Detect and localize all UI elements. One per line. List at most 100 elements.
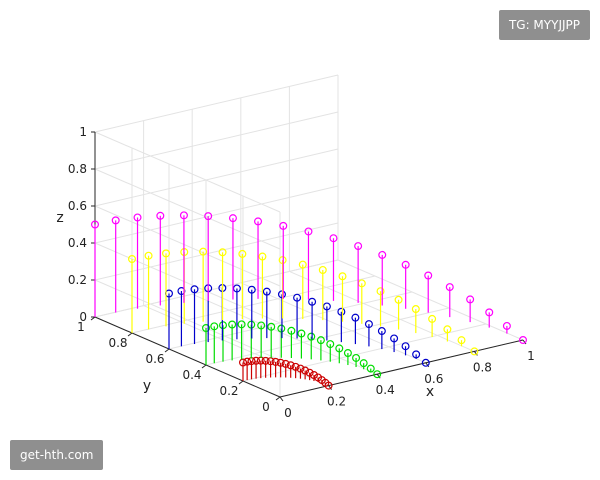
stem-marker (421, 358, 430, 367)
floor-grid-line-y (94, 259, 339, 318)
stem-marker (298, 260, 307, 269)
stem-marker (297, 329, 306, 338)
stem-marker (111, 216, 120, 225)
stem-marker (470, 347, 479, 356)
z-tick-label: 0.2 (68, 273, 87, 287)
stem-marker (254, 217, 263, 226)
x-tick-mark (522, 339, 527, 345)
stem-marker (228, 320, 237, 329)
stem-marker (293, 293, 302, 302)
stem-marker (443, 325, 452, 334)
stem-marker (308, 297, 317, 306)
stem-marker (128, 255, 137, 264)
grid-lines (90, 74, 527, 402)
x-tick-mark (425, 362, 430, 368)
stem-marker (424, 271, 433, 280)
stem-marker (457, 336, 466, 345)
y-tick-label: 1 (77, 320, 85, 334)
stem-marker (390, 334, 399, 343)
stem-marker (445, 283, 454, 292)
y-tick-label: 0 (262, 400, 270, 414)
stem-marker (279, 221, 288, 230)
stem-marker (281, 359, 290, 368)
y-tick-mark (127, 332, 133, 337)
x-tick-label: 0.2 (327, 395, 346, 409)
stem-marker (210, 322, 219, 331)
stem-marker (202, 324, 211, 333)
floor-grid-line-x (289, 270, 475, 352)
stem-marker (190, 285, 199, 294)
stem-marker (329, 234, 338, 243)
stem-marker (314, 373, 323, 382)
stem-marker (354, 242, 363, 251)
floor-grid-line-y (242, 323, 487, 382)
z-tick-label: 0.8 (68, 162, 87, 176)
stem-marker (278, 256, 287, 265)
floor-grid-line-x (337, 259, 524, 341)
stem-marker (318, 265, 327, 274)
x-tick-label: 0.8 (473, 360, 492, 374)
stem-marker (179, 211, 188, 220)
stem-marker (401, 260, 410, 269)
back-wall-grid-horizontal (94, 131, 281, 213)
x-tick-label: 0 (284, 406, 292, 420)
stem-marker (218, 248, 227, 257)
stem-marker (291, 362, 300, 371)
floor-grid-line-y (168, 291, 413, 350)
floor-grid-line-y (205, 307, 450, 366)
stem-marker (219, 321, 228, 330)
stem-marker (337, 307, 346, 316)
y-tick-label: 0.8 (108, 336, 127, 350)
y-tick-label: 0.4 (182, 368, 201, 382)
stem-marker (338, 272, 347, 281)
stem-marker (411, 305, 420, 314)
stem-marker (90, 220, 99, 229)
stem-marker (258, 252, 267, 261)
stem-marker (307, 332, 316, 341)
x-axis-label: x (426, 384, 434, 400)
stem-marker (304, 227, 313, 236)
y-tick-label: 0.2 (219, 384, 238, 398)
back-wall-grid-horizontal (94, 205, 281, 287)
stem-marker (518, 336, 527, 345)
side-wall-grid-horizontal (94, 148, 339, 207)
y-tick-mark (164, 348, 170, 353)
y-tick-mark (90, 316, 96, 321)
stem-marker (267, 322, 276, 331)
stem-marker (133, 213, 142, 222)
z-tick-label: 1 (79, 125, 87, 139)
stem-marker (305, 368, 314, 377)
stem-marker (271, 357, 280, 366)
stem-marker (401, 342, 410, 351)
stem-marker (359, 359, 368, 368)
stem-marker (252, 356, 261, 365)
watermark-top-right: TG: MYYJJPP (498, 10, 590, 40)
stem-marker (247, 285, 256, 294)
stem-series-3 (165, 284, 430, 367)
stem-marker (286, 361, 295, 370)
stem-series-5 (90, 211, 527, 345)
stem-marker (204, 212, 213, 221)
stem-marker (156, 211, 165, 220)
tick-labels: 0000.20.20.20.40.40.40.60.60.60.80.80.81… (68, 125, 535, 420)
stem-marker (243, 357, 252, 366)
back-wall-grid-horizontal (94, 168, 281, 250)
stem-marker (373, 370, 382, 379)
stem-marker (277, 324, 286, 333)
stem-marker (257, 321, 266, 330)
stem-marker (276, 358, 285, 367)
x-tick-mark (279, 396, 284, 402)
y-tick-label: 0.6 (145, 352, 164, 366)
side-wall-grid-horizontal (94, 185, 339, 244)
stem-series (90, 211, 527, 390)
y-tick-mark (275, 396, 281, 401)
stem-marker (466, 295, 475, 304)
stem-series-1 (239, 356, 333, 390)
stem-marker (377, 327, 386, 336)
stem-marker (228, 214, 237, 223)
x-axis-line (279, 339, 524, 398)
x-tick-mark (328, 385, 333, 390)
stem-marker (412, 350, 421, 359)
z-tick-label: 0.6 (68, 199, 87, 213)
